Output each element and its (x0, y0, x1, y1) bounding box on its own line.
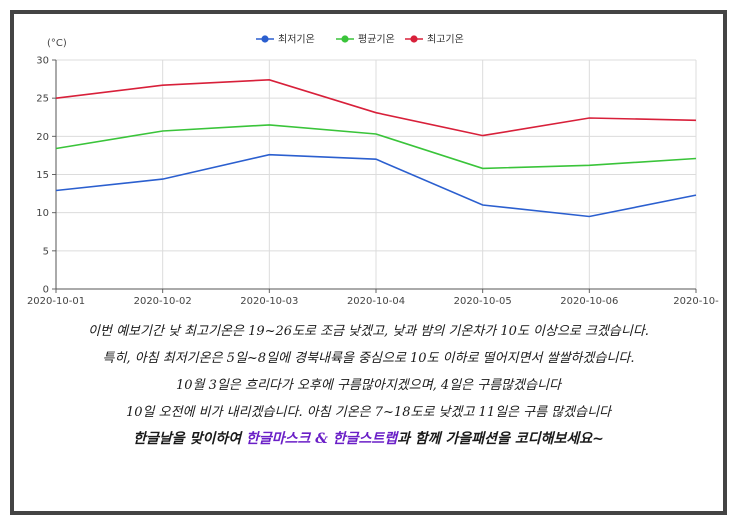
chart-frame (10, 10, 727, 515)
y-tick-label: 25 (36, 94, 49, 105)
note-line-4: 10일 오전에 비가 내리겠습니다. 아침 기온은 7~18도로 낮겠고 11일… (125, 405, 611, 420)
promo-suffix: 과 함께 가을패션을 코디해보세요~ (397, 431, 604, 447)
x-tick-label: 2020-10- (673, 296, 719, 307)
forecast-notes: 이번 예보기간 낮 최고기온은 19~26도로 조금 낮겠고, 낮과 밤의 기온… (0, 318, 737, 453)
note-line-1: 이번 예보기간 낮 최고기온은 19~26도로 조금 낮겠고, 낮과 밤의 기온… (88, 324, 649, 339)
promo-line: 한글날을 맞이하여 한글마스크 & 한글스트랩과 함께 가을패션을 코디해보세요… (0, 426, 737, 453)
y-tick-label: 30 (36, 56, 49, 67)
x-tick-label: 2020-10-05 (454, 296, 512, 307)
legend-label: 최고기온 (427, 34, 464, 46)
promo-prefix: 한글날을 맞이하여 (133, 431, 246, 447)
y-tick-label: 10 (36, 208, 49, 219)
y-axis-label: (°C) (47, 38, 67, 49)
series-line (55, 78, 697, 137)
legend-label: 최저기온 (278, 34, 315, 46)
x-tick-label: 2020-10-01 (27, 296, 85, 307)
x-tick-label: 2020-10-02 (134, 296, 192, 307)
note-line-3: 10월 3일은 흐리다가 오후에 구름많아지겠으며, 4일은 구름많겠습니다 (176, 378, 561, 393)
y-tick-label: 0 (43, 285, 49, 296)
chart-axes: 0 5 10 15 20 25 30 2020-10-01 2020-10-02 2020-10-… (27, 56, 719, 308)
series-line (55, 153, 697, 218)
y-tick-label: 20 (36, 132, 49, 143)
legend-marker (410, 35, 418, 43)
y-tick-label: 15 (36, 170, 49, 181)
legend-marker (341, 35, 349, 43)
series-line (55, 124, 697, 170)
chart-legend: 최저기온 평균기온 최고기온 (256, 34, 464, 46)
x-tick-label: 2020-10-04 (347, 296, 405, 307)
x-tick-label: 2020-10-03 (240, 296, 298, 307)
promo-highlight: 한글마스크 & 한글스트랩 (245, 431, 398, 447)
y-tick-label: 5 (43, 246, 49, 257)
x-tick-label: 2020-10-06 (560, 296, 618, 307)
chart-series (55, 78, 697, 218)
note-line-2: 특히, 아침 최저기온은 5일~8일에 경북내륙을 중심으로 10도 이하로 떨… (102, 351, 635, 366)
chart-grid (55, 59, 697, 290)
legend-label: 평균기온 (358, 34, 395, 46)
legend-marker (261, 35, 269, 43)
